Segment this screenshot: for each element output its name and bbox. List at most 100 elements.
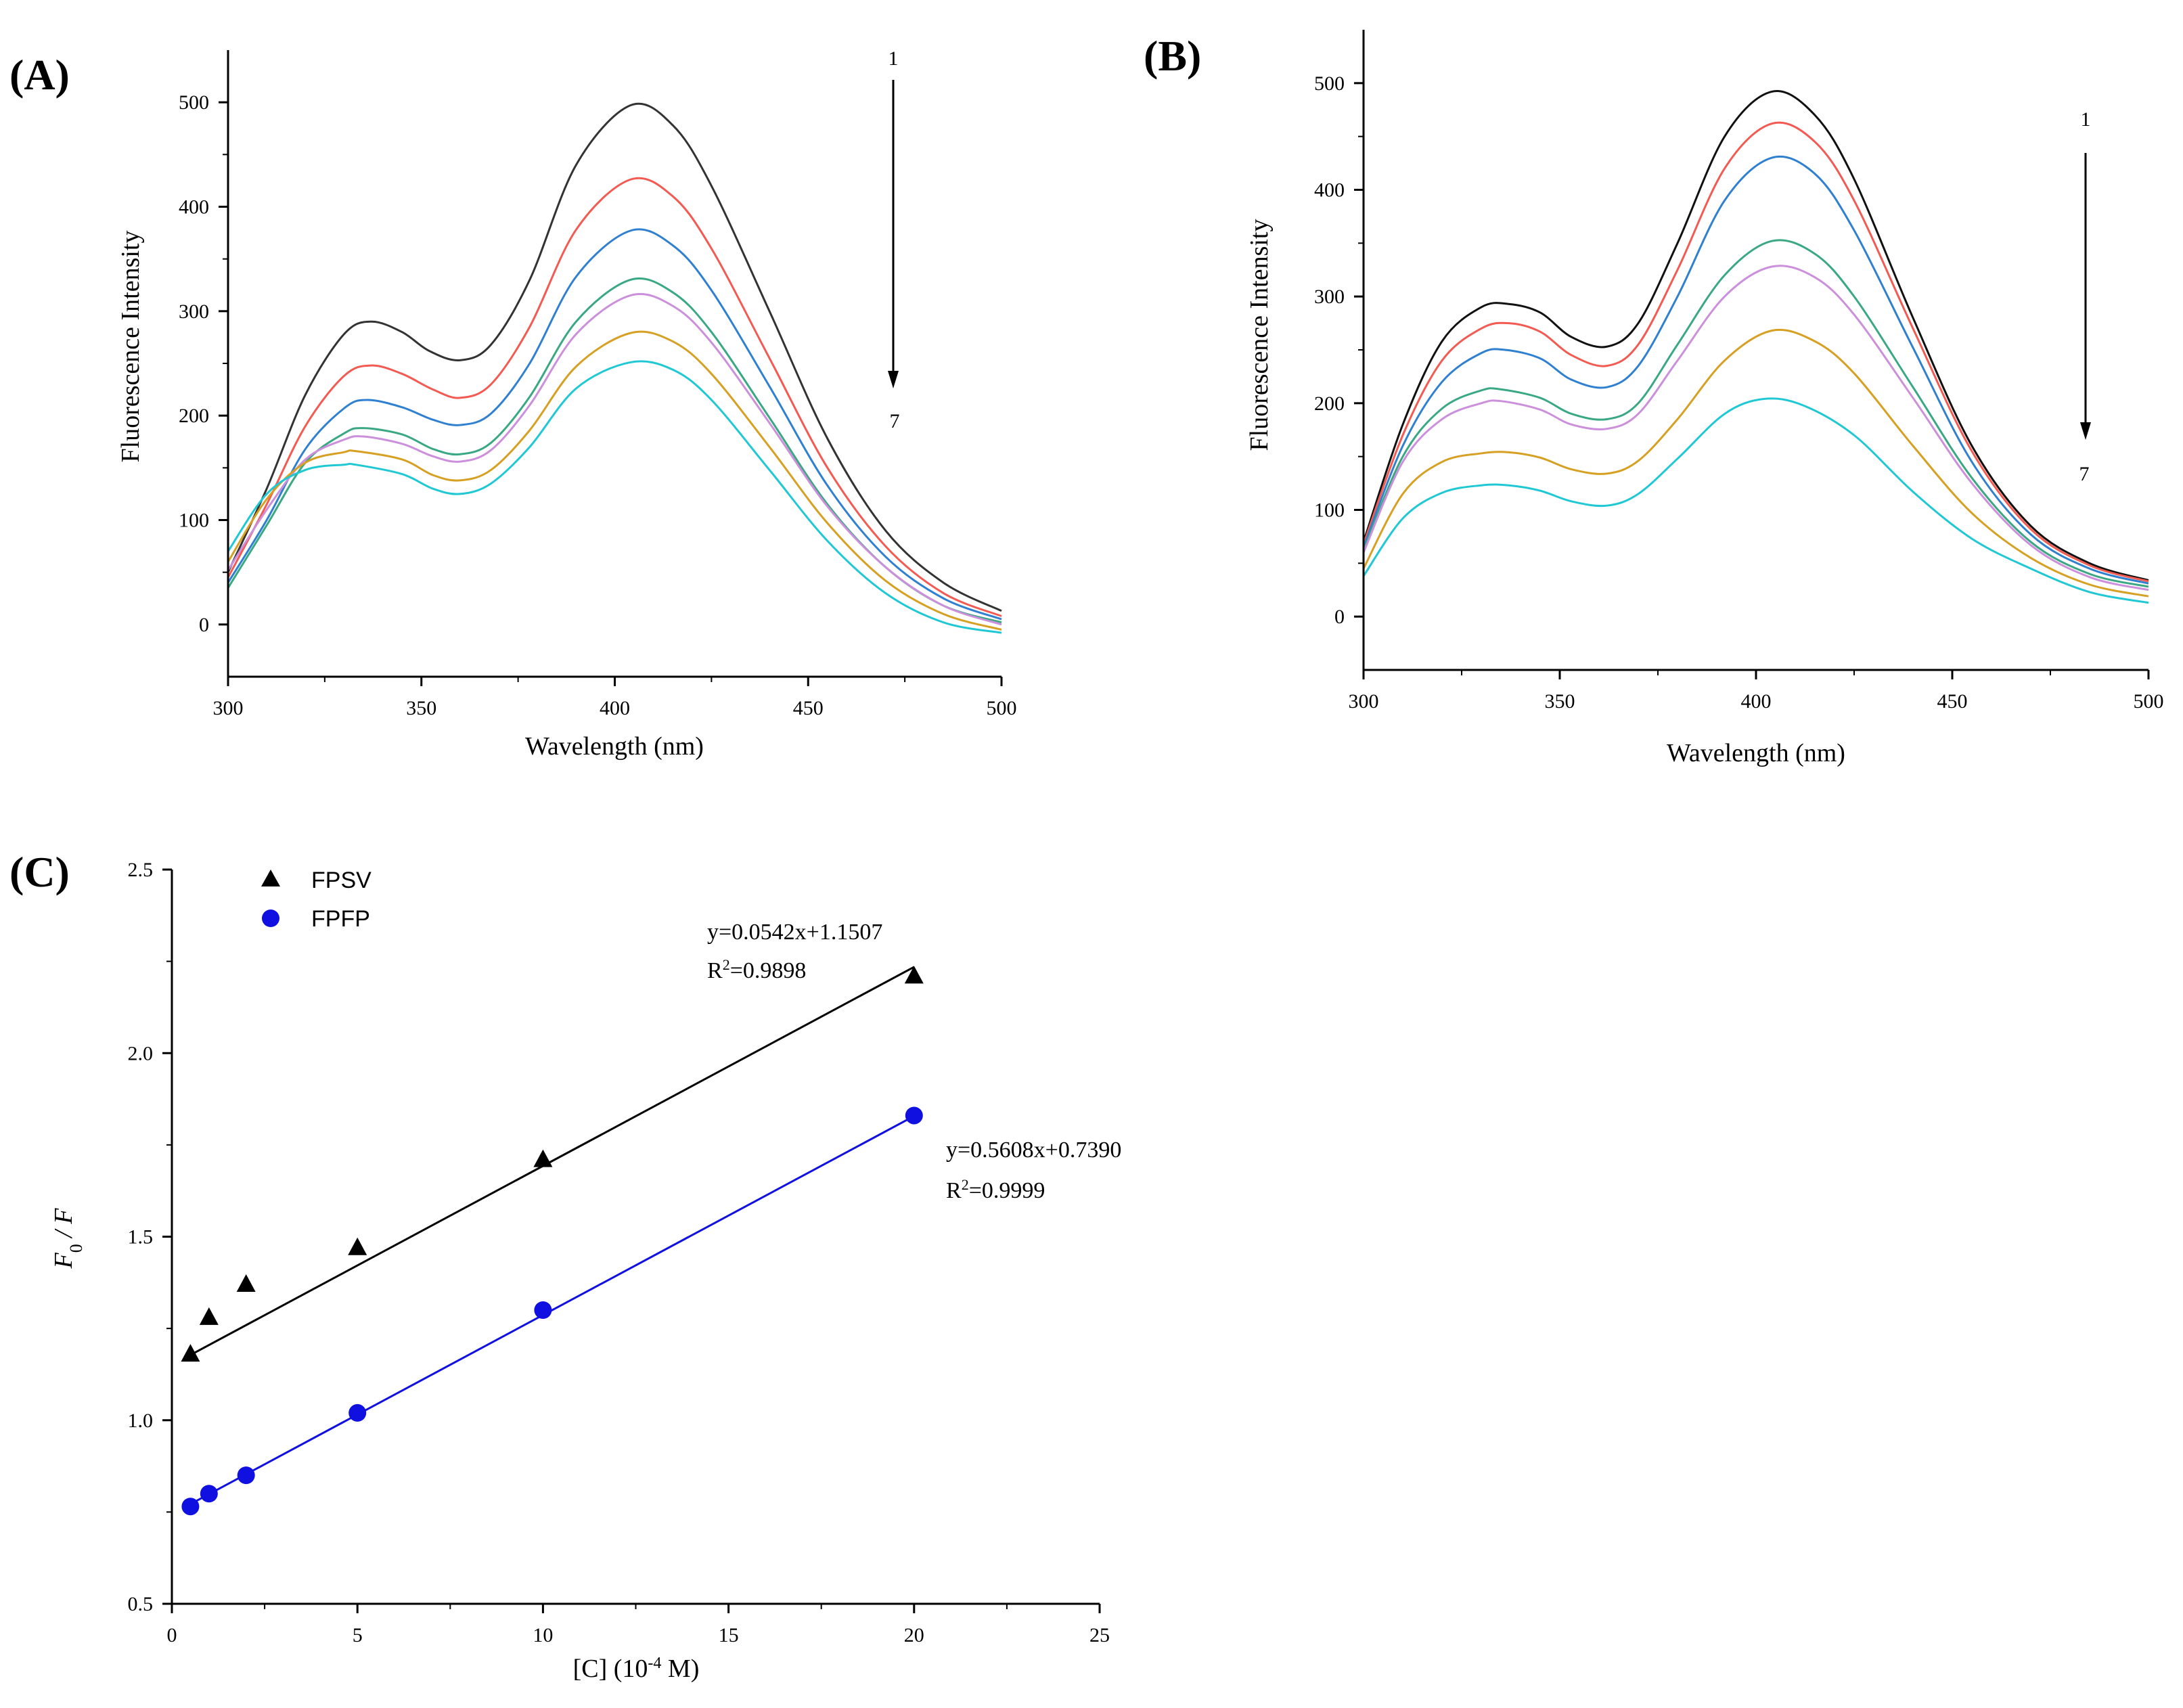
legend-marker-fpfp [262, 909, 279, 927]
panel-c-x-ticks: 0 5 10 15 20 25 [167, 1604, 1110, 1646]
panel-a-y-ticks: 0 100 200 300 400 500 [179, 91, 228, 636]
panel-b: (B) 300 350 400 450 500 0 100 200 300 400 500 Wav… [1144, 30, 2164, 767]
y-tick-label: 400 [179, 196, 209, 219]
panel-b-series [1362, 90, 2149, 604]
point-fpfp [534, 1301, 552, 1319]
panel-b-label: (B) [1144, 32, 1201, 80]
x-tick-label: 500 [2134, 690, 2164, 713]
point-fpfp [905, 1106, 923, 1125]
panel-b-arrow-head [2080, 422, 2091, 440]
point-fpsv [199, 1307, 219, 1325]
point-fpsv [904, 966, 924, 984]
point-fpsv [533, 1149, 553, 1167]
x-tick-label: 300 [1349, 690, 1379, 713]
panel-b-y-ticks: 0 100 200 300 400 500 [1314, 72, 1364, 628]
panel-b-arrow-start-label: 1 [2081, 108, 2091, 131]
panel-c-x-label-tail: M) [661, 1655, 699, 1683]
y-tick-label: 300 [179, 300, 209, 323]
panel-c-y-label: F0 / F [49, 1208, 86, 1269]
fpfp-equation: y=0.5608x+0.7390 [946, 1138, 1121, 1163]
panel-c-y-label-tail: / F [49, 1208, 78, 1244]
panel-a-arrow-head [888, 371, 899, 388]
panel-c-x-label-main: [C] (10 [573, 1655, 648, 1683]
panel-b-arrow-end-label: 7 [2079, 463, 2090, 485]
panel-c-y-label-sub: 0 [66, 1244, 86, 1253]
fit-line-fpfp [189, 1115, 915, 1505]
fpsv-r2-value: =0.9898 [730, 958, 807, 983]
y-tick-label: 200 [179, 405, 209, 427]
panel-a-arrow-start-label: 1 [888, 47, 899, 70]
fpfp-r2-sup: 2 [962, 1176, 969, 1193]
panel-c-points [181, 966, 924, 1516]
x-tick-label: 15 [719, 1624, 739, 1646]
spectrum-line-1 [1362, 90, 2149, 582]
point-fpfp [181, 1498, 200, 1516]
fpfp-r2: R2=0.9999 [946, 1176, 1045, 1204]
legend-label-fpsv: FPSV [311, 868, 372, 893]
x-tick-label: 500 [987, 697, 1017, 719]
y-tick-label: 400 [1314, 179, 1345, 202]
y-tick-label: 1.5 [128, 1226, 154, 1249]
panel-b-x-label: Wavelength (nm) [1667, 739, 1845, 767]
y-tick-label: 0 [1334, 606, 1345, 628]
point-fpfp [200, 1485, 218, 1503]
y-tick-label: 1.0 [128, 1410, 154, 1432]
panel-c-label: (C) [9, 848, 70, 896]
x-tick-label: 400 [600, 697, 630, 719]
x-tick-label: 5 [353, 1624, 363, 1646]
y-tick-label: 100 [1314, 499, 1345, 522]
fit-line-fpsv [189, 966, 915, 1356]
panel-a-arrow-end-label: 7 [890, 410, 900, 432]
fpfp-r2-value: =0.9999 [969, 1178, 1045, 1203]
x-tick-label: 450 [793, 697, 824, 719]
y-tick-label: 500 [179, 91, 209, 114]
spectrum-line-3 [1362, 155, 2149, 585]
y-tick-label: 2.5 [128, 859, 154, 881]
y-tick-label: 0 [199, 614, 209, 636]
x-tick-label: 300 [213, 697, 244, 719]
x-tick-label: 350 [1545, 690, 1575, 713]
spectrum-line-2 [227, 177, 1002, 617]
x-tick-label: 450 [1937, 690, 1968, 713]
x-tick-label: 400 [1741, 690, 1772, 713]
panel-b-y-label: Fluorescence Intensity [1245, 219, 1274, 451]
spectrum-line-4 [227, 277, 1002, 624]
spectrum-line-2 [1362, 121, 2149, 583]
panel-a-series [227, 102, 1002, 634]
spectrum-line-4 [1362, 239, 2149, 588]
y-tick-label: 0.5 [128, 1593, 154, 1615]
panel-a-label: (A) [9, 51, 70, 99]
panel-a: (A) 300 350 400 450 500 0 100 200 300 400 500 Wav… [9, 47, 1017, 761]
x-tick-label: 20 [904, 1624, 924, 1646]
point-fpsv [181, 1344, 200, 1362]
panel-a-x-ticks: 300 350 400 450 500 [213, 677, 1017, 719]
spectrum-line-5 [1362, 265, 2149, 591]
panel-c-fit-lines [189, 966, 915, 1505]
fpsv-equation: y=0.0542x+1.1507 [707, 920, 882, 945]
spectrum-line-6 [227, 330, 1002, 631]
spectrum-line-6 [1362, 328, 2149, 598]
fpsv-r2-prefix: R [707, 958, 723, 983]
point-fpsv [236, 1274, 256, 1293]
point-fpsv [348, 1237, 367, 1255]
panel-b-x-ticks: 300 350 400 450 500 [1349, 670, 2164, 713]
y-tick-label: 100 [179, 510, 209, 532]
point-fpfp [348, 1403, 367, 1422]
panel-a-y-label: Fluorescence Intensity [116, 231, 145, 463]
x-tick-label: 350 [406, 697, 436, 719]
legend-label-fpfp: FPFP [311, 906, 370, 932]
panel-c-y-ticks: 0.5 1.0 1.5 2.0 2.5 [128, 859, 172, 1615]
spectrum-line-5 [227, 292, 1002, 626]
fpfp-r2-prefix: R [946, 1178, 962, 1203]
fpsv-r2: R2=0.9898 [707, 956, 806, 984]
point-fpfp [237, 1466, 255, 1485]
spectrum-line-3 [227, 228, 1002, 621]
panel-c: (C) 0 5 10 15 20 25 0.51.01.52.02.5 [C] (10-4… [9, 848, 1121, 1683]
y-tick-label: 300 [1314, 286, 1345, 308]
panel-a-x-label: Wavelength (nm) [525, 732, 704, 761]
panel-c-x-label: [C] (10-4 M) [573, 1655, 700, 1683]
y-tick-label: 2.0 [128, 1042, 154, 1064]
y-tick-label: 200 [1314, 392, 1345, 415]
x-tick-label: 10 [533, 1624, 553, 1646]
